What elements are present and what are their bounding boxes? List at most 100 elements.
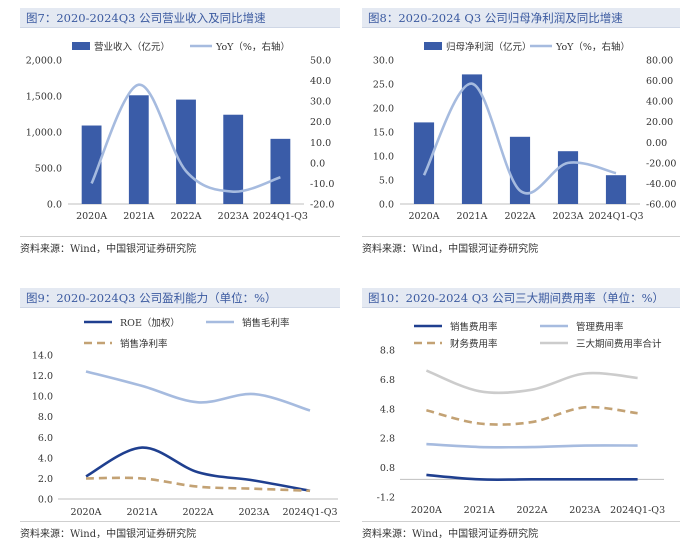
x-tick-label: 2022A xyxy=(182,507,213,518)
legend-swatch-bar xyxy=(72,42,90,50)
y-tick-label: 500.0 xyxy=(35,164,62,175)
y-tick-label: 4.0 xyxy=(38,453,53,464)
y-tick-label: 4.8 xyxy=(380,404,395,415)
bar xyxy=(509,136,531,204)
source-note-revenue: 资料来源：Wind，中国银河证券研究院 xyxy=(20,236,340,255)
x-tick-label: 2024Q1-Q3 xyxy=(588,211,643,222)
y-tick-label: 2.8 xyxy=(380,434,395,445)
bar xyxy=(176,99,196,204)
series-line xyxy=(426,405,638,426)
y-tick-label: 10.0 xyxy=(373,152,394,163)
legend-label: 三大期间费用率合计 xyxy=(576,338,662,350)
bar xyxy=(413,122,435,204)
x-tick-label: 2023A xyxy=(552,211,583,222)
y-tick-label: 0.8 xyxy=(380,463,395,474)
series-line xyxy=(426,473,638,481)
y-tick-label: 2,000.0 xyxy=(26,56,62,67)
x-tick-label: 2021A xyxy=(126,507,157,518)
y2-tick-label: -10.0 xyxy=(310,179,334,190)
y2-tick-label: 40.0 xyxy=(310,76,331,87)
bar xyxy=(605,175,627,204)
chart-profitability: 0.0 2.0 4.0 6.0 8.0 10.0 12.0 14.0 2020A 2021A 202… xyxy=(32,317,338,518)
y-tick-label: 14.0 xyxy=(32,351,53,362)
legend-label: 销售费用率 xyxy=(450,321,498,333)
y-tick-label: 1,500.0 xyxy=(26,92,62,103)
legend-label: 管理费用率 xyxy=(576,321,624,333)
series-line xyxy=(85,446,311,493)
legend-label-bar: 营业收入（亿元） xyxy=(94,41,170,53)
yoy-line xyxy=(90,83,281,193)
y-tick-label: 8.8 xyxy=(380,346,395,357)
chart-expense-ratio-title: 图10：2020-2024 Q3 公司三大期间费用率（单位：%） xyxy=(362,288,680,308)
y-tick-label: 5.0 xyxy=(379,176,394,187)
y-tick-label: 8.0 xyxy=(38,412,53,423)
x-tick-label: 2023A xyxy=(238,507,269,518)
source-note-expense-ratio: 资料来源：Wind，中国银河证券研究院 xyxy=(362,521,680,540)
y2-tick-label: 10.0 xyxy=(310,138,331,149)
x-tick-label: 2021A xyxy=(456,211,487,222)
y2-tick-label: 0.0 xyxy=(310,158,325,169)
source-note-net-profit: 资料来源：Wind，中国银河证券研究院 xyxy=(362,236,680,255)
y2-tick-label: 40.00 xyxy=(646,97,673,108)
y-tick-label: 25.0 xyxy=(373,80,394,91)
legend-label: 销售毛利率 xyxy=(242,317,290,329)
y2-tick-label: 60.00 xyxy=(646,76,673,87)
x-tick-label: 2024Q1-Q3 xyxy=(610,505,665,516)
legend-label-line: YoY（%，右轴） xyxy=(215,41,290,53)
bar xyxy=(223,114,244,204)
legend-label: ROE（加权） xyxy=(120,317,180,329)
y2-tick-label: 0.00 xyxy=(646,138,667,149)
y-tick-label: 0.0 xyxy=(47,200,62,211)
y2-tick-label: 50.0 xyxy=(310,56,331,67)
legend-swatch-bar xyxy=(424,42,442,50)
x-tick-label: 2022A xyxy=(504,211,535,222)
chart-profitability-title: 图9：2020-2024Q3 公司盈利能力（单位：%） xyxy=(20,288,340,308)
series-line xyxy=(425,369,638,395)
legend-label-bar: 归母净利润（亿元） xyxy=(446,41,532,53)
x-tick-label: 2020A xyxy=(408,211,439,222)
x-tick-label: 2020A xyxy=(70,507,101,518)
legend-label: 销售净利率 xyxy=(120,338,168,350)
y2-tick-label: 20.0 xyxy=(310,117,331,128)
chart-net-profit-title: 图8：2020-2024 Q3 公司归母净利润及同比增速 xyxy=(362,8,680,28)
yoy-line xyxy=(422,82,617,195)
bar xyxy=(270,138,291,204)
y2-tick-label: -60.00 xyxy=(646,200,676,211)
y-tick-label: 6.8 xyxy=(380,375,395,386)
y-tick-label: 12.0 xyxy=(32,371,53,382)
chart-expense-ratio: -1.2 0.8 2.8 4.8 6.8 8.8 2020A 2021A 2022A 2023A 2… xyxy=(377,321,665,516)
y-tick-label: 0.0 xyxy=(379,200,394,211)
y-tick-label: 0.0 xyxy=(38,495,53,506)
source-note-profitability: 资料来源：Wind，中国银河证券研究院 xyxy=(20,521,340,540)
y2-tick-label: -20.00 xyxy=(646,158,676,169)
x-tick-label: 2024Q1-Q3 xyxy=(253,211,308,222)
series-line xyxy=(85,370,311,412)
y2-tick-label: -20.0 xyxy=(310,200,334,211)
y-tick-label: -1.2 xyxy=(377,493,395,504)
x-tick-label: 2024Q1-Q3 xyxy=(282,507,337,518)
x-tick-label: 2022A xyxy=(170,211,201,222)
x-tick-label: 2022A xyxy=(516,505,547,516)
y-tick-label: 10.0 xyxy=(32,392,53,403)
x-tick-label: 2021A xyxy=(123,211,154,222)
y-tick-label: 20.0 xyxy=(373,104,394,115)
bar xyxy=(128,95,149,204)
y-tick-label: 15.0 xyxy=(373,128,394,139)
x-tick-label: 2020A xyxy=(411,505,442,516)
x-tick-label: 2023A xyxy=(218,211,249,222)
y-tick-label: 6.0 xyxy=(38,433,53,444)
bar xyxy=(557,151,579,204)
y-tick-label: 2.0 xyxy=(38,474,53,485)
y2-tick-label: 30.0 xyxy=(310,97,331,108)
y2-tick-label: 80.00 xyxy=(646,56,673,67)
chart-net-profit: 0.0 5.0 10.0 15.0 20.0 25.0 30.0 -60.00 -40.00 -2… xyxy=(373,41,677,222)
x-tick-label: 2021A xyxy=(464,505,495,516)
y-tick-label: 1,000.0 xyxy=(26,128,62,139)
chart-revenue-title: 图7：2020-2024Q3 公司营业收入及同比增速 xyxy=(20,8,340,28)
series-line xyxy=(85,476,311,493)
legend-label: 财务费用率 xyxy=(450,338,498,350)
bar xyxy=(461,74,483,205)
legend-label-line: YoY（%，右轴） xyxy=(555,41,630,53)
y-tick-label: 30.0 xyxy=(373,56,394,67)
y2-tick-label: 20.00 xyxy=(646,117,673,128)
